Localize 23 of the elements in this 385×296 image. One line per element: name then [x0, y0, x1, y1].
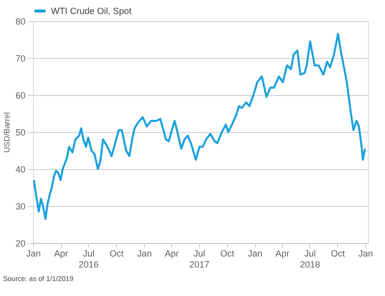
y-tick-label: 40 — [15, 164, 26, 174]
y-tick-label: 60 — [15, 90, 26, 100]
x-tick-label: Jan — [26, 248, 41, 258]
x-tick-label: Jan — [248, 248, 262, 258]
x-tick-label: Apr — [275, 248, 290, 258]
x-tick-label: Oct — [110, 248, 124, 258]
x-tick-label: Jul 2016 — [78, 248, 99, 270]
y-tick-label: 80 — [15, 16, 26, 26]
legend-label: WTI Crude Oil, Spot — [51, 6, 132, 16]
x-tick-label: Oct — [330, 248, 346, 258]
y-tick-label: 70 — [15, 54, 26, 64]
x-tick-label: Oct — [220, 248, 235, 258]
x-tick-label: Apr — [164, 248, 179, 258]
x-tick-label: Apr — [54, 248, 68, 258]
y-tick-label: 50 — [15, 128, 26, 138]
x-tick-label: Jan — [358, 248, 374, 258]
y-axis-title: USD/Barrel — [2, 112, 12, 153]
x-tick-label: Jul 2017 — [189, 248, 210, 270]
y-tick-label: 30 — [15, 202, 26, 212]
line-series — [32, 32, 366, 220]
y-tick-label: 20 — [15, 238, 26, 248]
x-tick-label: Jan — [137, 248, 152, 258]
x-tick-label: Jul 2018 — [300, 248, 320, 270]
